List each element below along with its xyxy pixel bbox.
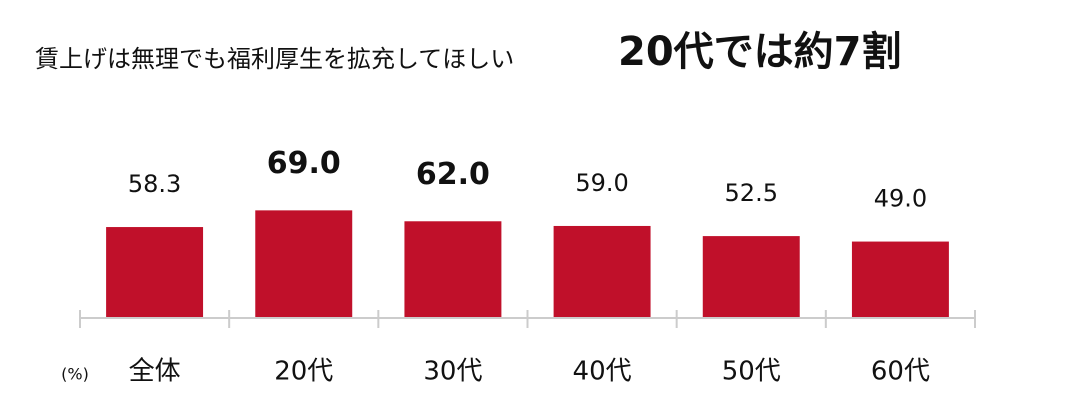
x-tick-label: 40代 <box>573 357 632 387</box>
x-tick-label: 全体 <box>129 357 181 387</box>
value-label: 59.0 <box>575 169 628 197</box>
value-label: 62.0 <box>416 157 490 192</box>
x-tick-label: 20代 <box>274 357 333 387</box>
value-label: 69.0 <box>267 146 341 181</box>
bar <box>851 241 949 318</box>
x-tick-label: 50代 <box>722 357 781 387</box>
x-tick-label: 60代 <box>871 357 930 387</box>
unit-label: (%) <box>61 365 89 384</box>
value-label: 49.0 <box>874 185 927 213</box>
bar <box>553 225 651 318</box>
bar <box>255 210 353 318</box>
x-tick-label: 30代 <box>423 357 482 387</box>
bar <box>404 221 502 318</box>
chart-subtitle: 20代では約7割 <box>618 29 902 75</box>
chart-title: 賃上げは無理でも福利厚生を拡充してほしい <box>35 45 514 73</box>
bar <box>702 236 800 318</box>
bar <box>106 227 204 318</box>
value-label: 52.5 <box>725 179 778 207</box>
value-label: 58.3 <box>128 170 181 198</box>
